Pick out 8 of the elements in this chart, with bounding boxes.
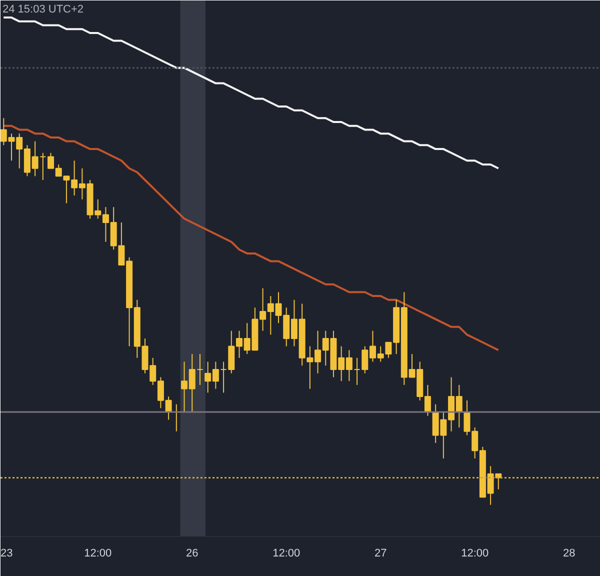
x-tick-label: 26 <box>186 548 198 560</box>
x-tick-label: 28 <box>562 548 576 560</box>
x-tick-label: 12:00 <box>461 548 489 560</box>
x-tick-label: 27 <box>374 548 387 560</box>
x-tick-label: 23 <box>0 548 13 560</box>
x-tick-label: 12:00 <box>84 548 112 560</box>
text: 24 15:03 UTC+2 <box>2 4 84 16</box>
x-tick-label: 12:00 <box>272 548 300 560</box>
